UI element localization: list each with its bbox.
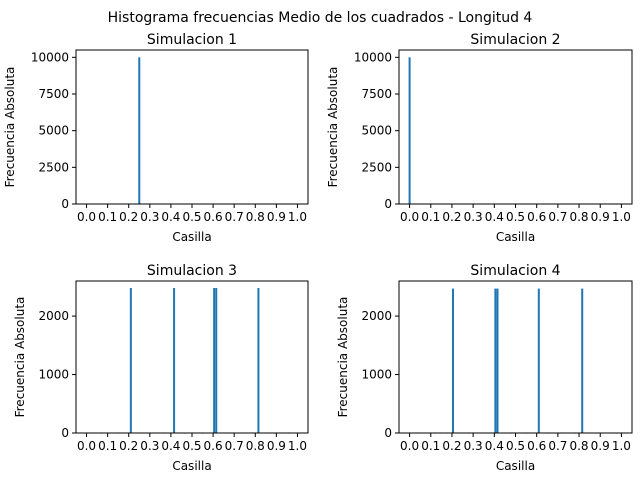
y-tick-label: 1000 <box>361 368 392 382</box>
x-tick-label: 0.6 <box>527 439 546 453</box>
y-tick-label: 2500 <box>361 160 392 174</box>
y-axis-label: Frecuencia Absoluta <box>3 67 17 188</box>
y-tick-label: 2500 <box>38 160 69 174</box>
x-tick-label: 0.8 <box>246 439 265 453</box>
x-axis-label: Casilla <box>172 459 211 473</box>
histogram-bar <box>213 288 216 433</box>
axes-frame <box>398 280 633 434</box>
subplot-grid: Simulacion 10.0 0.1 0.2 0.3 0.4 0.5 0.6 0.7 0.8 0… <box>3 32 633 473</box>
axes-frame <box>75 49 309 205</box>
axes-frame <box>75 280 309 434</box>
histogram-bar <box>173 288 176 433</box>
subplot-3: Simulacion 30.0 0.1 0.2 0.3 0.4 0.5 0.6 0.7 0.8 0… <box>13 263 309 473</box>
y-tick-label: 7500 <box>361 87 392 101</box>
y-axis-label: Frecuencia Absoluta <box>13 297 27 418</box>
x-tick-label: 0.2 <box>119 210 138 224</box>
x-tick-label: 1.0 <box>288 210 307 224</box>
y-tick-label: 0 <box>384 426 392 440</box>
x-tick-label: 0.5 <box>506 210 525 224</box>
x-tick-label: 0.8 <box>246 210 265 224</box>
subplot-1: Simulacion 10.0 0.1 0.2 0.3 0.4 0.5 0.6 0.7 0.8 0… <box>3 32 309 244</box>
y-tick-label: 5000 <box>361 124 392 138</box>
x-tick-label: 0.2 <box>442 210 461 224</box>
y-tick-label: 10000 <box>354 50 392 64</box>
x-tick-label: 0.3 <box>464 439 483 453</box>
x-tick-label: 1.0 <box>612 439 631 453</box>
subplot-title: Simulacion 1 <box>147 32 237 48</box>
y-tick-label: 0 <box>61 426 69 440</box>
x-tick-label: 0.4 <box>161 210 180 224</box>
x-tick-label: 0.9 <box>267 439 286 453</box>
x-tick-label: 0.6 <box>204 210 223 224</box>
histogram-bar <box>494 288 497 433</box>
x-tick-label: 0.0 <box>77 439 96 453</box>
x-tick-label: 0.1 <box>98 439 117 453</box>
x-tick-label: 0.7 <box>548 439 567 453</box>
x-tick-label: 0.8 <box>569 210 588 224</box>
x-tick-label: 0.7 <box>225 210 244 224</box>
histogram-bar <box>257 288 260 433</box>
subplot-title: Simulacion 3 <box>147 263 237 279</box>
subplot-2: Simulacion 20.0 0.1 0.2 0.3 0.4 0.5 0.6 0.7 0.8 0… <box>326 32 633 244</box>
y-tick-label: 5000 <box>38 124 69 138</box>
x-tick-label: 0.5 <box>182 210 201 224</box>
x-tick-label: 0.7 <box>548 210 567 224</box>
x-tick-label: 0.5 <box>506 439 525 453</box>
y-axis-label: Frecuencia Absoluta <box>336 297 350 418</box>
y-axis-label: Frecuencia Absoluta <box>326 67 340 188</box>
x-tick-label: 0.0 <box>400 210 419 224</box>
x-tick-label: 0.6 <box>527 210 546 224</box>
x-tick-label: 0.4 <box>485 439 504 453</box>
x-tick-label: 0.3 <box>464 210 483 224</box>
y-tick-label: 0 <box>61 197 69 211</box>
x-tick-label: 0.0 <box>77 210 96 224</box>
histogram-bar <box>452 288 455 433</box>
x-axis-label: Casilla <box>172 230 211 244</box>
histogram-bar <box>537 288 540 433</box>
x-tick-label: 1.0 <box>612 210 631 224</box>
x-tick-label: 0.6 <box>204 439 223 453</box>
histogram-bar <box>215 288 218 433</box>
subplot-title: Simulacion 4 <box>470 263 560 279</box>
x-tick-label: 0.4 <box>485 210 504 224</box>
subplot-title: Simulacion 2 <box>470 32 560 48</box>
x-tick-label: 0.3 <box>140 210 159 224</box>
x-tick-label: 0.7 <box>225 439 244 453</box>
x-tick-label: 0.3 <box>140 439 159 453</box>
y-tick-label: 0 <box>384 197 392 211</box>
x-tick-label: 0.9 <box>591 439 610 453</box>
y-tick-label: 1000 <box>38 368 69 382</box>
x-axis-label: Casilla <box>496 230 535 244</box>
subplot-4: Simulacion 40.0 0.1 0.2 0.3 0.4 0.5 0.6 0.7 0.8 0… <box>336 263 633 473</box>
x-tick-label: 0.4 <box>161 439 180 453</box>
y-tick-label: 7500 <box>38 87 69 101</box>
x-tick-label: 0.8 <box>569 439 588 453</box>
x-tick-label: 0.9 <box>591 210 610 224</box>
x-tick-label: 0.1 <box>421 439 440 453</box>
histogram-bar <box>129 288 132 433</box>
x-tick-label: 1.0 <box>288 439 307 453</box>
histogram-bar <box>581 288 584 433</box>
y-tick-label: 10000 <box>31 50 69 64</box>
x-tick-label: 0.9 <box>267 210 286 224</box>
x-tick-label: 0.2 <box>442 439 461 453</box>
x-tick-label: 0.1 <box>98 210 117 224</box>
x-tick-label: 0.1 <box>421 210 440 224</box>
figure-title: Histograma frecuencias Medio de los cuad… <box>108 10 533 26</box>
y-tick-label: 2000 <box>361 309 392 323</box>
histogram-bar <box>408 57 411 204</box>
x-axis-label: Casilla <box>496 459 535 473</box>
axes-frame <box>398 49 633 205</box>
histogram-bar <box>138 57 141 204</box>
x-tick-label: 0.0 <box>400 439 419 453</box>
histogram-bar <box>496 288 499 433</box>
y-tick-label: 2000 <box>38 309 69 323</box>
x-tick-label: 0.2 <box>119 439 138 453</box>
x-tick-label: 0.5 <box>182 439 201 453</box>
